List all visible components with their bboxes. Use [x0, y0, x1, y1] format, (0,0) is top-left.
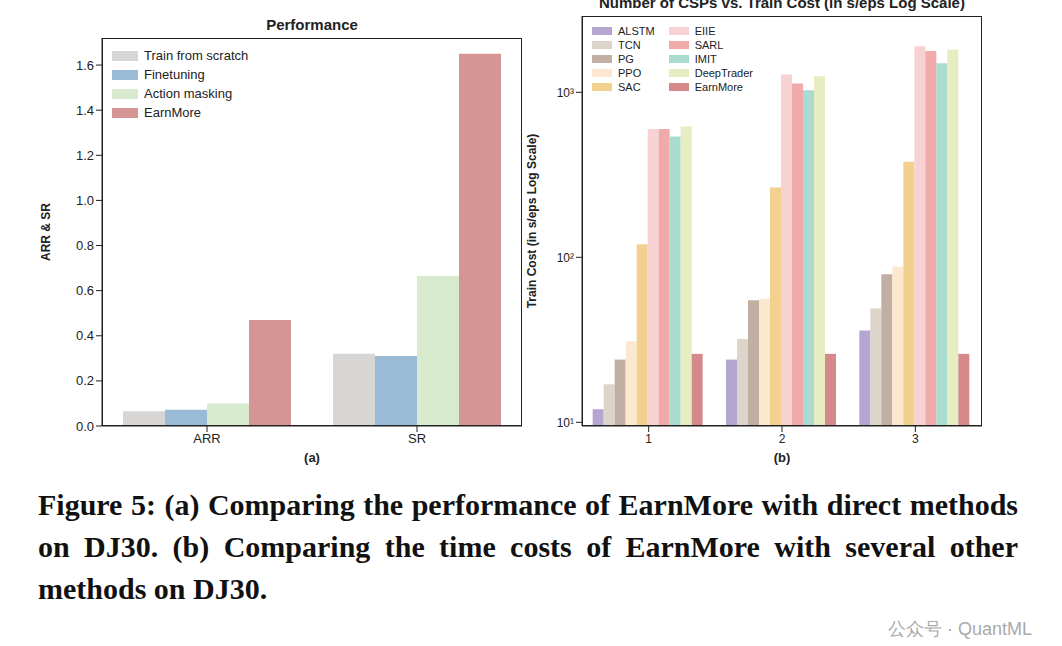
html-text:Performance: Performance	[266, 16, 358, 33]
svg-text:2: 2	[779, 432, 786, 446]
html-text:EarnMore: EarnMore	[694, 81, 743, 93]
svg-text:0.8: 0.8	[76, 238, 94, 253]
html-text:Action masking: Action masking	[144, 86, 233, 101]
html-text:公众号 · QuantML: 公众号 · QuantML	[888, 619, 1032, 639]
html-text:PPO: PPO	[618, 67, 642, 79]
svg-text:10¹: 10¹	[557, 416, 574, 430]
html-text:Train Cost (in s/eps Log Scale: Train Cost (in s/eps Log Scale)	[525, 133, 539, 309]
svg-text:10²: 10²	[557, 251, 574, 265]
svg-text:0.6: 0.6	[76, 283, 94, 298]
html-text:TCN: TCN	[618, 39, 641, 51]
html-text:(b): (b)	[773, 450, 791, 465]
html-text:SARL: SARL	[694, 39, 724, 51]
html-text:EarnMore: EarnMore	[144, 105, 202, 120]
svg-text:1.4: 1.4	[76, 103, 94, 118]
svg-text:3: 3	[912, 432, 919, 446]
html-text:DeepTrader: DeepTrader	[694, 67, 753, 79]
svg-text:0.2: 0.2	[76, 373, 94, 388]
svg-text:1.2: 1.2	[76, 148, 94, 163]
html-text:PG: PG	[618, 53, 634, 65]
html-text:ALSTM: ALSTM	[618, 25, 655, 37]
svg-text:0.4: 0.4	[76, 328, 94, 343]
html-text:Figure 5: (a) Comparing the pe: Figure 5: (a) Comparing the performance …	[38, 488, 1018, 605]
svg-text:1.0: 1.0	[76, 193, 94, 208]
html-text:IMIT: IMIT	[694, 53, 717, 65]
html-text:SAC: SAC	[618, 81, 641, 93]
html-text:Train from scratch: Train from scratch	[144, 48, 249, 63]
html-text:ARR & SR: ARR & SR	[39, 203, 53, 261]
svg-text:ARR: ARR	[193, 431, 220, 446]
svg-text:1: 1	[645, 432, 652, 446]
svg-text:10³: 10³	[557, 86, 574, 100]
html-text:EIIE: EIIE	[694, 25, 716, 37]
html-text:Finetuning: Finetuning	[144, 67, 205, 82]
svg-text:1.6: 1.6	[76, 58, 94, 73]
html-text:(a): (a)	[304, 450, 320, 465]
svg-text:0.0: 0.0	[76, 419, 94, 434]
svg-text:SR: SR	[408, 431, 426, 446]
